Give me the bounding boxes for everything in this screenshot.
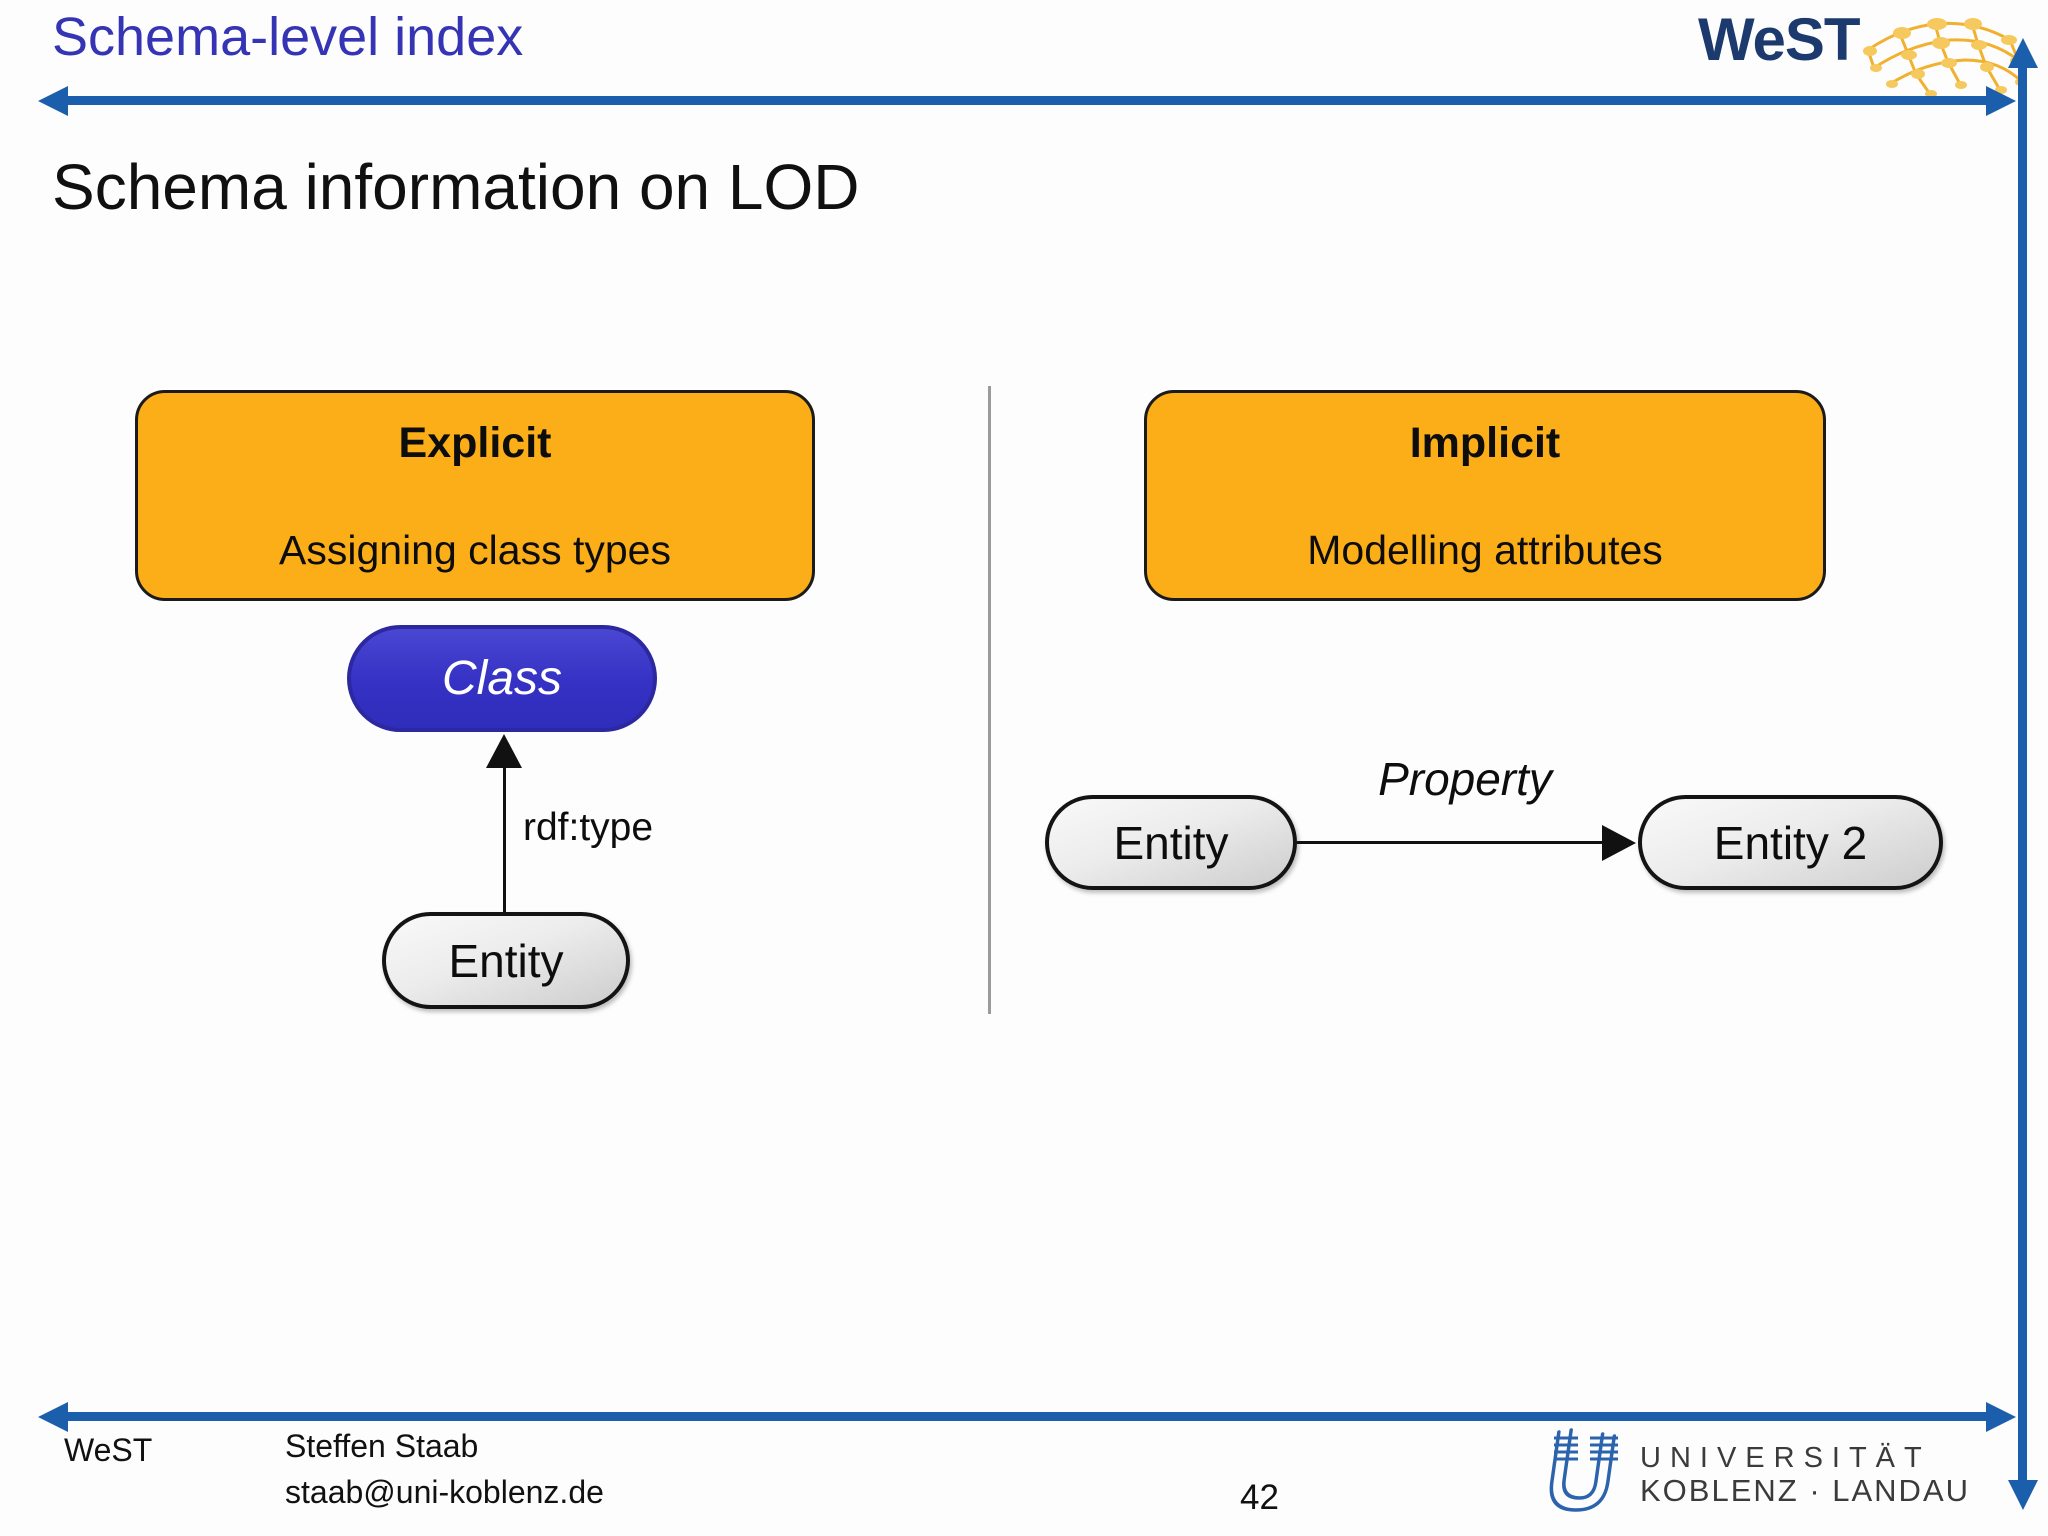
footer-author: Steffen Staab [285,1428,479,1464]
rdftype-edge-line [503,762,506,914]
property-edge-line [1297,841,1607,844]
rdftype-edge-arrowhead-icon [486,734,522,768]
explicit-box: Explicit Assigning class types [135,390,815,601]
university-name-line1: UNIVERSITÄT [1640,1442,1931,1475]
implicit-box-title: Implicit [1409,419,1561,467]
west-logo-text: WeST [1698,6,1861,73]
bottom-rule-line [66,1412,1988,1421]
class-node: Class [347,625,657,732]
property-edge-label: Property [1378,753,1552,805]
implicit-box-subtitle: Modelling attributes [1307,527,1663,573]
entity-node-left: Entity [382,912,630,1009]
right-rule-arrowhead-up-icon [2008,38,2038,68]
footer-org: WeST [64,1432,153,1468]
west-logo: WeST [1698,10,2030,111]
explicit-box-subtitle: Assigning class types [279,527,671,573]
right-rule-arrowhead-down-icon [2008,1480,2038,1510]
page-title: Schema-level index [52,7,524,67]
top-rule-arrowhead-left-icon [38,86,68,116]
property-edge-arrowhead-icon [1602,825,1636,861]
explicit-box-title: Explicit [398,419,552,467]
university-logo: UNIVERSITÄT KOBLENZ · LANDAU [1534,1424,1970,1527]
footer-email: staab@uni-koblenz.de [285,1474,604,1510]
implicit-box: Implicit Modelling attributes [1144,390,1826,601]
bottom-rule-arrowhead-right-icon [1986,1402,2016,1432]
rdftype-edge-label: rdf:type [523,806,654,849]
top-rule-arrowhead-right-icon [1986,86,2016,116]
page-number: 42 [1240,1478,1279,1517]
west-network-icon [1860,10,2030,111]
university-u-icon [1534,1424,1626,1527]
bottom-rule-arrowhead-left-icon [38,1402,68,1432]
entity-node-right: Entity [1045,795,1297,890]
right-rule-line [2018,66,2027,1482]
section-divider [988,386,991,1014]
entity2-node: Entity 2 [1638,795,1943,890]
slide-heading: Schema information on LOD [52,151,860,223]
top-rule-line [66,96,1988,105]
university-name-line2: KOBLENZ · LANDAU [1640,1473,1971,1509]
